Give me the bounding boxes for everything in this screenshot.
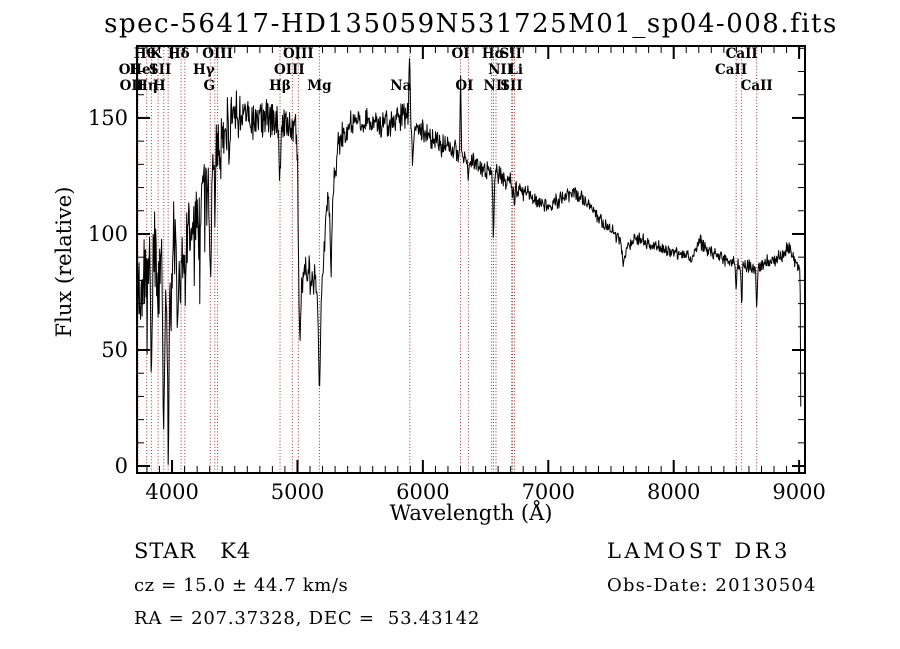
line-label: Mg [307, 78, 332, 94]
x-tick-label: 7000 [522, 480, 575, 504]
subclass-value: K4 [220, 539, 252, 563]
line-label: OI [451, 46, 469, 62]
cz-line: cz = 15.0 ± 44.7 km/s [134, 575, 349, 596]
spectrum-line [137, 58, 802, 465]
y-tick-label: 0 [115, 454, 128, 478]
line-label: NII [488, 62, 513, 78]
line-label: Na [390, 78, 411, 94]
line-label: SII [500, 78, 522, 94]
class-label: STAR [134, 539, 197, 563]
line-label: Hα [482, 46, 506, 62]
line-label: SII [500, 46, 522, 62]
line-label: CaII [715, 62, 747, 78]
line-label: Li [508, 62, 523, 78]
line-label: H [153, 78, 166, 94]
line-label: Hγ [193, 62, 215, 78]
line-label: SII [149, 62, 171, 78]
line-label: G [204, 78, 216, 94]
plot-title: spec-56417-HD135059N531725M01_sp04-008.f… [104, 9, 838, 39]
x-tick-labels: 4000 5000 6000 7000 8000 9000 [145, 480, 825, 504]
survey-label: LAMOST DR3 [607, 539, 791, 563]
x-tick-label: 9000 [772, 480, 825, 504]
x-tick-label: 6000 [396, 480, 449, 504]
y-tick-labels: 0 50 100 150 [88, 106, 128, 478]
y-tick-label: 50 [101, 338, 128, 362]
obs-date-line: Obs-Date: 20130504 [607, 575, 817, 596]
y-tick-label: 150 [88, 106, 128, 130]
line-labels: HθKHδOIIIOIIIOIHαSIICaIIOIHeISIIHγOIIINI… [119, 46, 773, 94]
axis-ticks [138, 47, 804, 472]
x-tick-label: 4000 [145, 480, 198, 504]
x-tick-label: 5000 [271, 480, 324, 504]
line-label: Hη [135, 78, 158, 94]
ra-dec-line: RA = 207.37328, DEC = 53.43142 [134, 608, 481, 629]
line-label: OIII [202, 46, 233, 62]
line-label: OIII [274, 62, 305, 78]
x-tick-label: 8000 [647, 480, 700, 504]
line-label: CaII [741, 78, 773, 94]
line-label: OI [119, 62, 137, 78]
line-label: NII [484, 78, 509, 94]
line-label: OI [455, 78, 473, 94]
y-tick-label: 100 [88, 222, 128, 246]
line-label: Hβ [269, 78, 291, 94]
object-class-line: STAR K4 [134, 539, 251, 563]
line-label: CaII [726, 46, 758, 62]
line-label: K [150, 46, 163, 62]
line-label: Hθ [134, 46, 156, 62]
plot-frame [136, 45, 806, 474]
x-axis-title: Wavelength (Å) [389, 501, 553, 525]
